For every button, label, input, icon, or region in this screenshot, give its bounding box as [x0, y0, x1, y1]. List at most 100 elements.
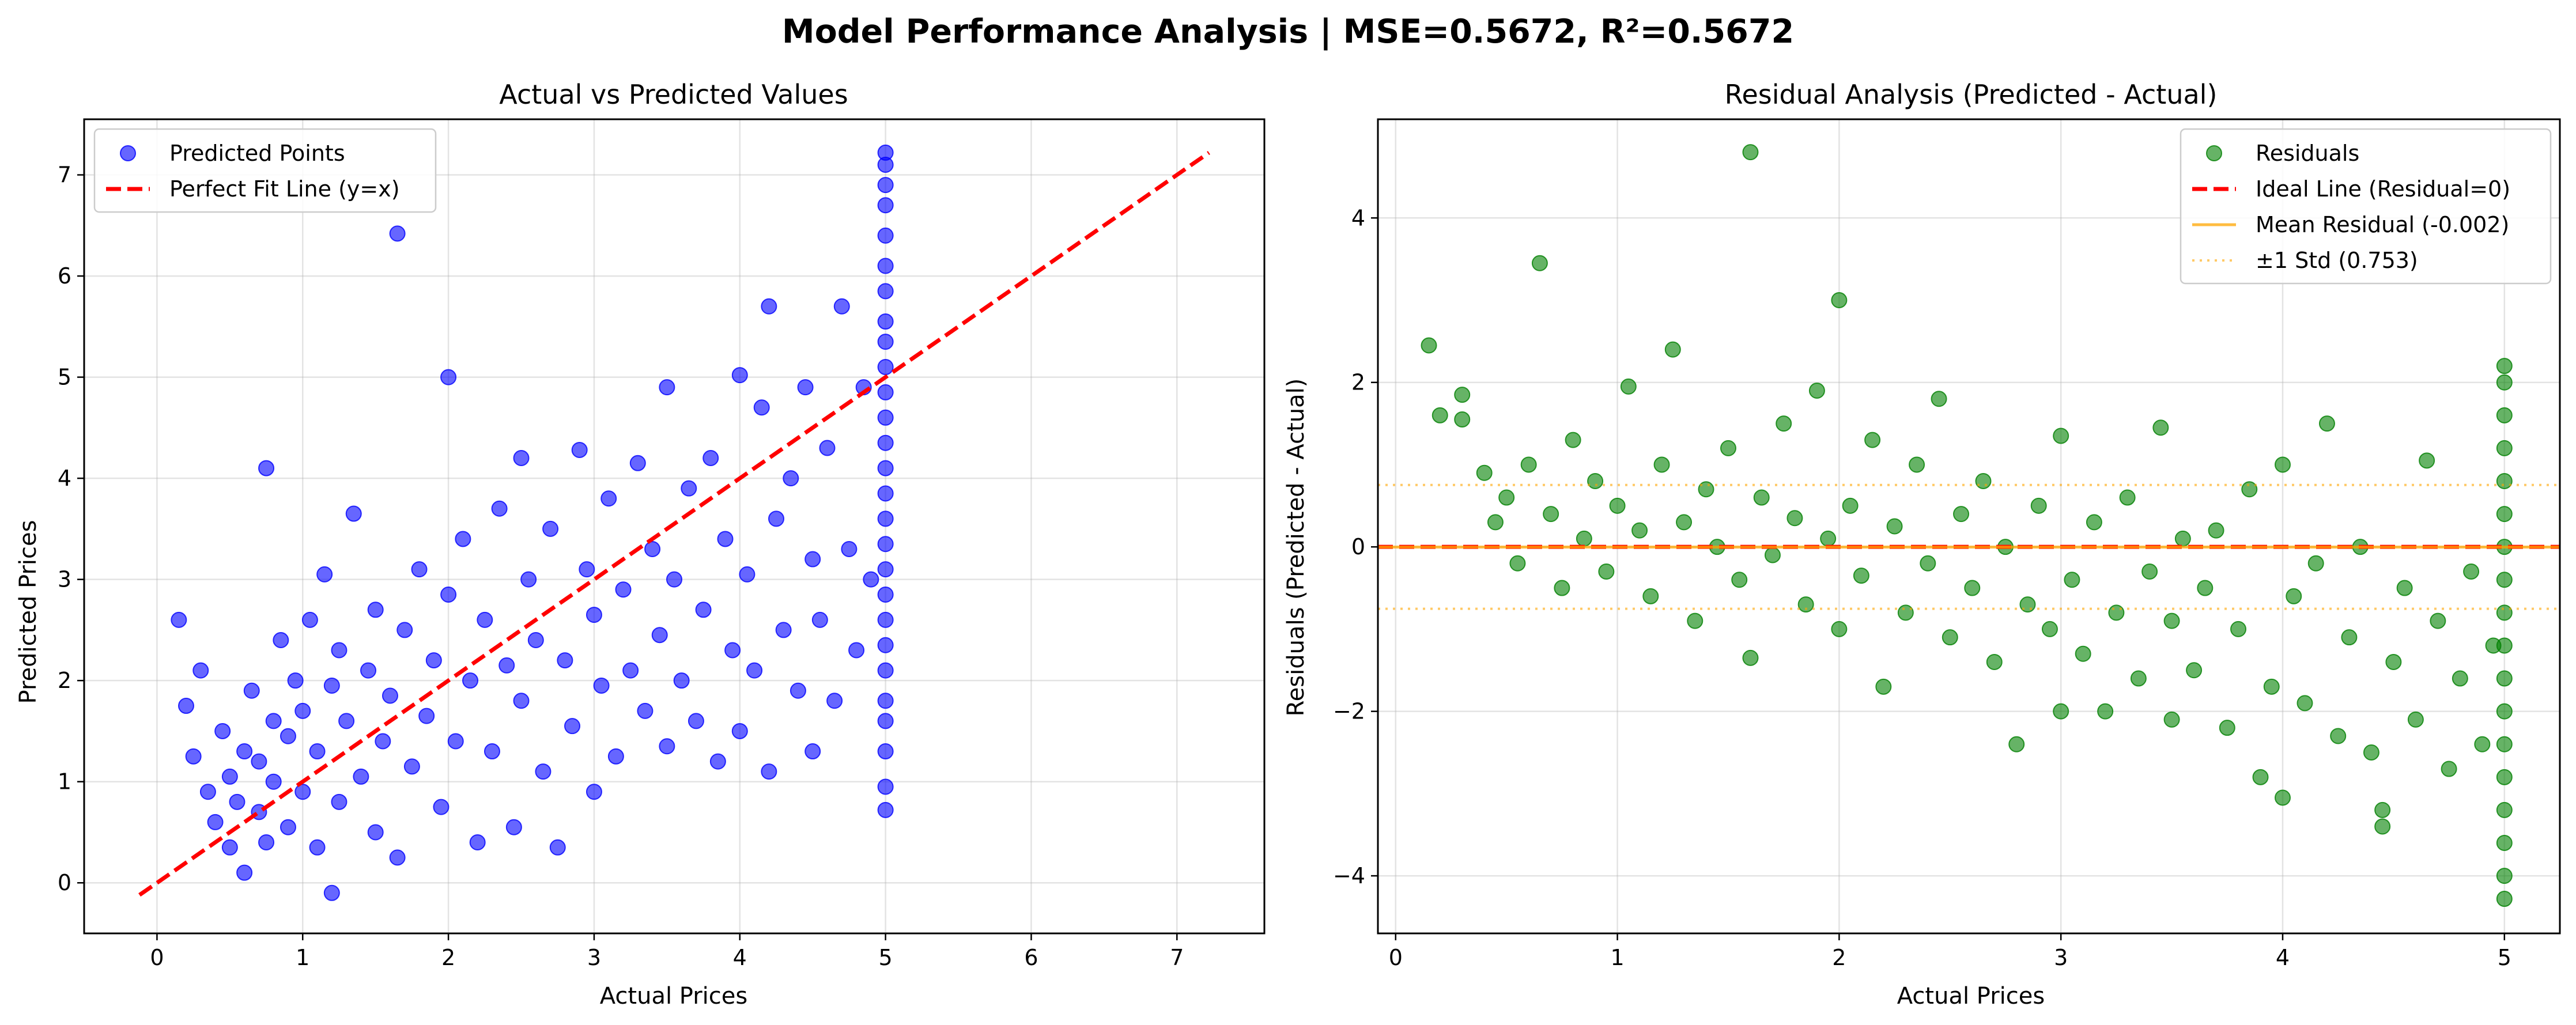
data-point — [1964, 580, 1981, 596]
legend-box — [93, 128, 437, 213]
data-point — [1487, 514, 1504, 531]
data-point — [1742, 144, 1759, 161]
plot-area — [1378, 144, 2560, 907]
data-point — [2219, 720, 2235, 736]
legend-marker — [120, 145, 136, 161]
data-point — [1975, 473, 1992, 489]
data-point — [2064, 572, 2080, 588]
data-point — [877, 693, 894, 709]
data-point — [833, 298, 850, 315]
data-point — [877, 144, 894, 161]
data-point — [877, 637, 894, 653]
data-point — [841, 540, 858, 557]
chart-title: Residual Analysis (Predicted - Actual) — [1725, 79, 2218, 110]
data-point — [659, 379, 675, 396]
data-point — [1642, 588, 1659, 604]
data-point — [1498, 489, 1515, 506]
y-axis-label: Residuals (Predicted - Actual) — [1283, 379, 1309, 717]
data-point — [279, 728, 296, 744]
data-point — [2374, 801, 2391, 818]
x-tick-label: 1 — [296, 945, 309, 970]
data-point — [651, 627, 668, 644]
data-point — [2496, 736, 2513, 752]
y-tick-label: 7 — [58, 162, 71, 188]
data-point — [177, 698, 194, 714]
x-axis-label: Actual Prices — [1897, 983, 2045, 1009]
data-point — [2307, 555, 2324, 572]
data-point — [1853, 568, 1869, 584]
data-point — [2097, 703, 2114, 720]
data-point — [877, 611, 894, 628]
data-point — [1909, 456, 1925, 473]
data-point — [811, 611, 828, 628]
y-tick-label: 3 — [58, 567, 71, 592]
data-point — [1454, 387, 1471, 403]
data-point — [1653, 456, 1670, 473]
data-point — [2341, 629, 2358, 646]
figure-title: Model Performance Analysis | MSE=0.5672,… — [781, 13, 1795, 51]
data-point — [2496, 891, 2513, 907]
data-point — [1576, 530, 1592, 547]
data-point — [2396, 580, 2413, 596]
data-point — [877, 586, 894, 603]
data-point — [345, 505, 362, 522]
data-point — [629, 455, 646, 471]
data-point — [338, 713, 355, 729]
data-point — [258, 834, 275, 851]
data-point — [877, 778, 894, 795]
y-tick-label: 2 — [1351, 370, 1365, 395]
data-point — [877, 313, 894, 330]
data-point — [477, 611, 493, 628]
data-point — [826, 693, 843, 709]
ticks: 0 1 2 3 4 5 −4 −2 0 2 4 — [1333, 205, 2511, 970]
y-axis-label: Predicted Prices — [15, 520, 41, 704]
data-point — [367, 602, 384, 618]
data-point — [877, 510, 894, 527]
data-point — [279, 819, 296, 835]
data-point — [2407, 711, 2424, 728]
data-point — [2241, 481, 2258, 498]
data-point — [265, 713, 282, 729]
data-point — [462, 672, 479, 689]
data-point — [2496, 868, 2513, 884]
data-point — [251, 753, 267, 770]
data-point — [717, 531, 734, 547]
data-point — [2496, 358, 2513, 375]
data-point — [797, 379, 814, 396]
data-point — [1598, 563, 1615, 580]
data-point — [1897, 604, 1914, 621]
data-point — [681, 480, 697, 497]
data-point — [2030, 497, 2047, 514]
data-point — [2496, 835, 2513, 851]
data-point — [863, 571, 879, 588]
data-point — [2053, 703, 2069, 720]
data-point — [273, 631, 289, 648]
data-point — [2496, 769, 2513, 785]
data-point — [425, 652, 442, 669]
data-point — [877, 334, 894, 350]
x-tick-label: 0 — [150, 945, 164, 970]
data-point — [2252, 769, 2269, 785]
x-tick-label: 6 — [1024, 945, 1038, 970]
data-point — [1720, 440, 1736, 456]
data-point — [2496, 407, 2513, 423]
data-point — [360, 662, 377, 679]
data-point — [2263, 678, 2280, 695]
data-point — [171, 611, 187, 628]
data-point — [1565, 432, 1581, 448]
data-point — [2374, 818, 2391, 835]
data-point — [2141, 563, 2158, 580]
data-point — [1797, 596, 1814, 613]
data-point — [1886, 518, 1903, 535]
data-point — [2474, 736, 2491, 752]
data-point — [375, 733, 391, 750]
data-point — [309, 839, 326, 856]
data-point — [1753, 489, 1770, 506]
data-point — [739, 566, 756, 583]
data-point — [761, 298, 777, 315]
data-point — [790, 682, 806, 699]
data-point — [1920, 555, 1936, 572]
data-point — [1864, 432, 1881, 448]
x-tick-label: 5 — [2498, 945, 2511, 970]
